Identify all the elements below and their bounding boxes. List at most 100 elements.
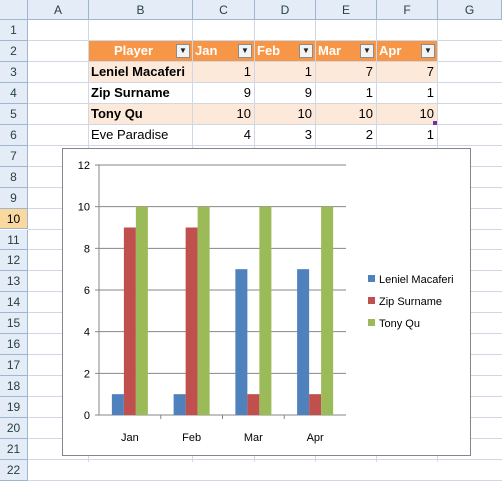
- row-header-7[interactable]: 7: [0, 145, 28, 167]
- column-header-f[interactable]: F: [377, 0, 438, 20]
- table-resize-handle[interactable]: [433, 120, 437, 125]
- filter-dropdown-icon[interactable]: ▼: [421, 43, 435, 58]
- grid-line: [28, 102, 502, 104]
- bar-chart-svg: 0 2 4 6 8 10 12 Jan Feb Mar Apr Leniel Macaferi Zip …: [78, 160, 454, 444]
- row-header-14[interactable]: 14: [0, 292, 28, 314]
- column-header-d[interactable]: D: [255, 0, 316, 20]
- score-cell-text: 4: [243, 126, 251, 142]
- score-cell-text: 10: [419, 105, 434, 121]
- score-cell-text: 9: [243, 84, 251, 100]
- score-cell[interactable]: 7: [377, 61, 437, 82]
- row-header-10[interactable]: 10: [0, 208, 28, 230]
- row-header-15[interactable]: 15: [0, 313, 28, 335]
- row-header-17[interactable]: 17: [0, 355, 28, 377]
- table-header-apr-text: Apr: [379, 42, 402, 58]
- table-header-apr[interactable]: Apr ▼: [377, 40, 437, 61]
- row-header-13[interactable]: 13: [0, 271, 28, 293]
- score-cell-text: 1: [243, 63, 251, 79]
- bar-zip-surname: [123, 227, 136, 415]
- row-header-6[interactable]: 6: [0, 124, 28, 146]
- filter-dropdown-icon[interactable]: ▼: [360, 43, 374, 58]
- row-header-21[interactable]: 21: [0, 439, 28, 460]
- grid-line: [28, 458, 502, 460]
- legend-swatch: [368, 297, 375, 304]
- column-header-e[interactable]: E: [316, 0, 377, 20]
- row-header-18[interactable]: 18: [0, 376, 28, 398]
- score-cell[interactable]: 10: [193, 103, 254, 124]
- filter-dropdown-icon[interactable]: ▼: [299, 43, 313, 58]
- y-tick-label: 10: [78, 202, 90, 214]
- player-name-cell-text: Eve Paradise: [91, 126, 169, 142]
- score-cell-text: 9: [304, 84, 312, 100]
- column-header-a[interactable]: A: [28, 0, 89, 20]
- bar-leniel-macaferi: [111, 394, 124, 415]
- score-cell[interactable]: 1: [377, 125, 437, 145]
- row-header-3[interactable]: 3: [0, 61, 28, 83]
- player-name-cell-text: Tony Qu: [91, 105, 143, 121]
- grid-line: [28, 60, 502, 62]
- row-header-20[interactable]: 20: [0, 418, 28, 439]
- table-header-mar[interactable]: Mar ▼: [316, 40, 376, 61]
- score-cell-text: 10: [297, 105, 312, 121]
- table-header-jan[interactable]: Jan ▼: [193, 40, 254, 61]
- column-header-c[interactable]: C: [193, 0, 255, 20]
- row-header-1[interactable]: 1: [0, 20, 28, 41]
- bar-leniel-macaferi: [297, 269, 310, 415]
- score-cell-text: 10: [358, 105, 373, 121]
- player-name-cell[interactable]: Eve Paradise: [89, 125, 192, 145]
- row-header-5[interactable]: 5: [0, 103, 28, 125]
- row-header-19[interactable]: 19: [0, 397, 28, 419]
- score-cell[interactable]: 7: [316, 61, 376, 82]
- x-tick-label: Jan: [121, 432, 139, 444]
- row-header-16[interactable]: 16: [0, 334, 28, 356]
- score-cell[interactable]: 1: [316, 83, 376, 103]
- grid-line: [28, 123, 502, 125]
- score-cell[interactable]: 2: [316, 125, 376, 145]
- select-all-corner[interactable]: [0, 0, 28, 20]
- bar-tony-qu: [135, 206, 148, 415]
- score-cell[interactable]: 9: [193, 83, 254, 103]
- x-tick-label: Feb: [182, 432, 201, 444]
- y-tick-label: 8: [84, 243, 90, 255]
- score-cell-text: 2: [365, 126, 373, 142]
- score-cell[interactable]: 10: [316, 103, 376, 124]
- bar-zip-surname: [247, 394, 260, 415]
- y-tick-label: 4: [84, 327, 90, 339]
- player-name-cell[interactable]: Zip Surname: [89, 83, 192, 103]
- row-header-11[interactable]: 11: [0, 229, 28, 251]
- score-cell-text: 1: [426, 126, 434, 142]
- bar-tony-qu: [321, 206, 334, 415]
- score-cell-text: 7: [365, 63, 373, 79]
- score-cell[interactable]: 1: [193, 61, 254, 82]
- row-header-12[interactable]: 12: [0, 250, 28, 272]
- grid-line: [28, 144, 502, 146]
- column-header-b[interactable]: B: [89, 0, 193, 20]
- score-cell[interactable]: 1: [255, 61, 315, 82]
- score-cell-text: 7: [426, 63, 434, 79]
- player-name-cell[interactable]: Tony Qu: [89, 103, 192, 124]
- player-name-cell[interactable]: Leniel Macaferi: [89, 61, 192, 82]
- score-cell[interactable]: 9: [255, 83, 315, 103]
- score-cell[interactable]: 10: [377, 103, 437, 124]
- score-cell[interactable]: 4: [193, 125, 254, 145]
- player-name-cell-text: Zip Surname: [91, 84, 170, 100]
- bar-zip-surname: [309, 394, 322, 415]
- table-header-feb[interactable]: Feb ▼: [255, 40, 315, 61]
- chart[interactable]: 0 2 4 6 8 10 12 Jan Feb Mar Apr Leniel Macaferi Zip …: [62, 148, 471, 456]
- table-header-jan-text: Jan: [195, 42, 218, 58]
- row-header-2[interactable]: 2: [0, 40, 28, 62]
- table-header-player[interactable]: Player ▼: [89, 40, 192, 61]
- row-header-9[interactable]: 9: [0, 187, 28, 209]
- row-header-4[interactable]: 4: [0, 82, 28, 104]
- filter-dropdown-icon[interactable]: ▼: [176, 43, 190, 58]
- column-header-g[interactable]: G: [438, 0, 502, 20]
- legend-swatch: [368, 319, 375, 326]
- filter-dropdown-icon[interactable]: ▼: [238, 43, 252, 58]
- legend-label: Zip Surname: [379, 296, 442, 308]
- score-cell[interactable]: 10: [255, 103, 315, 124]
- score-cell[interactable]: 3: [255, 125, 315, 145]
- score-cell[interactable]: 1: [377, 83, 437, 103]
- row-header-8[interactable]: 8: [0, 166, 28, 188]
- row-header-22[interactable]: 22: [0, 459, 28, 481]
